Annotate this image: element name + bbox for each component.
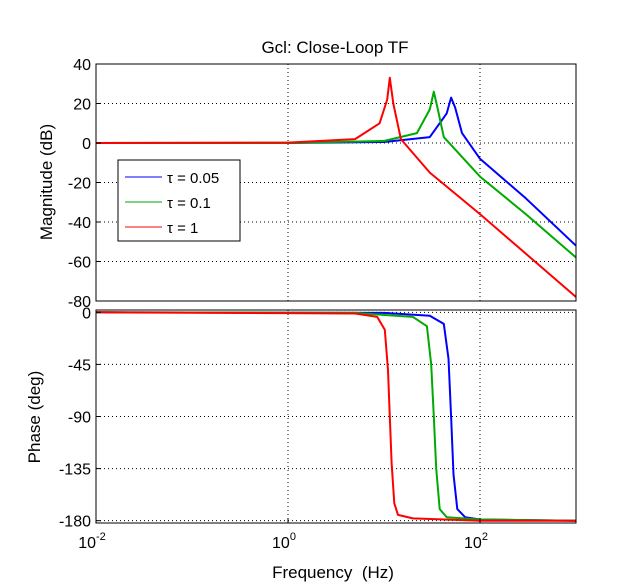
magnitude-y-ticks: 40 20 0 -20 -40 -60 -80	[68, 57, 101, 311]
x-tick-label: 10-2	[78, 531, 106, 552]
magnitude-y-tick-label: 20	[73, 97, 91, 114]
magnitude-plot: 40 20 0 -20 -40 -60 -80 Magnitude (dB) τ = 0.0…	[37, 57, 577, 311]
magnitude-series-line-1	[96, 90, 577, 259]
legend-label-tau-0-05: τ = 0.05	[167, 170, 219, 187]
phase-y-tick-label: -135	[59, 462, 91, 479]
phase-series-line-2	[95, 311, 576, 522]
x-axis-label: Frequency (Hz)	[272, 563, 394, 582]
magnitude-y-tick-label: -40	[68, 215, 91, 232]
phase-series-line-1	[95, 311, 577, 522]
magnitude-y-tick-label: -80	[68, 294, 91, 311]
magnitude-y-tick-label: -60	[68, 255, 91, 272]
phase-plot: 0 -45 -90 -135 -180 Phase (deg)	[25, 305, 577, 531]
magnitude-series	[95, 76, 577, 298]
phase-y-tick-label: -90	[68, 410, 91, 427]
legend: τ = 0.05 τ = 0.1 τ = 1	[117, 159, 241, 242]
phase-y-tick-label: 0	[82, 305, 91, 322]
phase-y-tick-label: -45	[68, 357, 91, 374]
x-axis-ticks: 10-2 100 102	[78, 518, 488, 552]
magnitude-y-tick-label: 40	[73, 57, 91, 74]
magnitude-series-line-2	[95, 76, 577, 298]
legend-label-tau-1: τ = 1	[167, 220, 198, 237]
phase-y-tick-label: -180	[59, 514, 91, 531]
chart-title: Gcl: Close-Loop TF	[261, 38, 408, 57]
x-tick-label: 102	[464, 531, 488, 552]
magnitude-y-tick-label: 0	[82, 136, 91, 153]
phase-y-label: Phase (deg)	[25, 371, 44, 464]
phase-series	[95, 311, 577, 522]
magnitude-y-tick-label: -20	[68, 176, 91, 193]
phase-y-ticks: 0 -45 -90 -135 -180	[59, 305, 101, 531]
magnitude-y-label: Magnitude (dB)	[37, 124, 56, 240]
x-tick-label: 100	[272, 531, 296, 552]
legend-label-tau-0-1: τ = 0.1	[167, 195, 211, 212]
